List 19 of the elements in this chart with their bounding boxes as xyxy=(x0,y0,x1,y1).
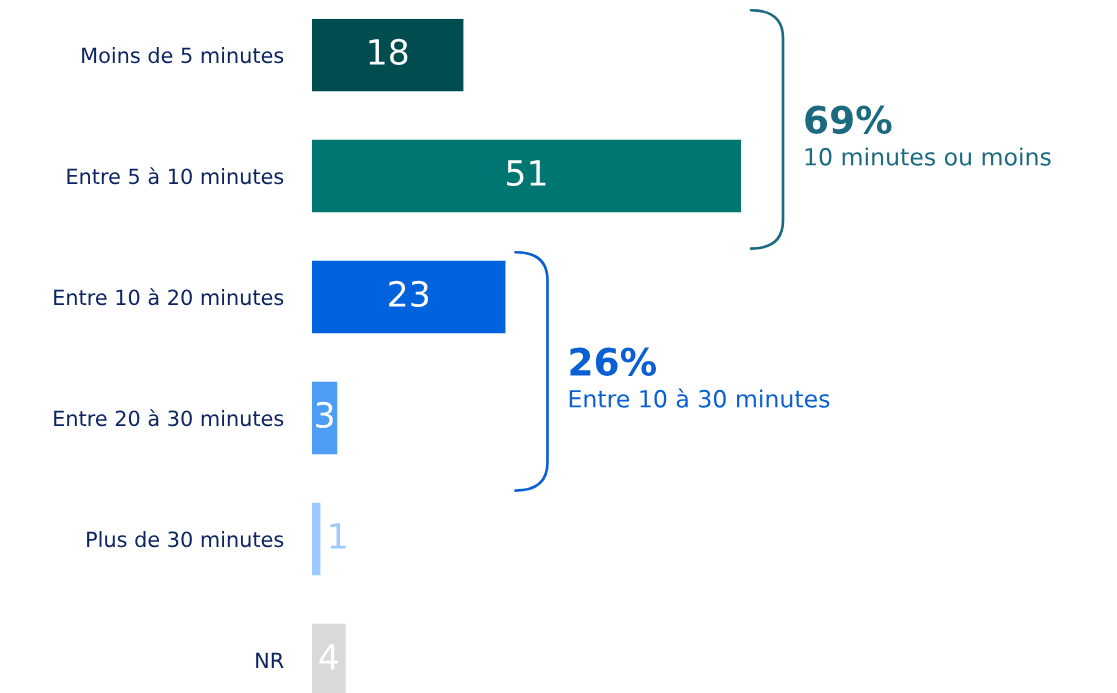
text: 69% xyxy=(805,105,892,134)
y-tick-label: Entre 5 à 10 minutes xyxy=(67,167,284,185)
y-tick-label: Plus de 30 minutes xyxy=(87,531,284,548)
bar xyxy=(312,260,506,334)
data-label: 51 xyxy=(507,160,546,187)
data-label: 1 xyxy=(330,523,346,549)
y-tick-label: Moins de 5 minutes xyxy=(82,47,284,64)
data-label: 18 xyxy=(369,38,408,66)
y-tick-label: Entre 10 à 20 minutes xyxy=(54,288,284,306)
data-label: 23 xyxy=(389,280,429,308)
text: 10 minutes ou moins xyxy=(805,147,1051,166)
bar xyxy=(312,18,464,92)
annotation: 26% xyxy=(570,347,657,376)
annotation: Entre 10 à 30 minutes xyxy=(569,388,830,408)
y-tick-label: NR xyxy=(256,652,284,668)
bar xyxy=(312,139,741,213)
data-label: 3 xyxy=(316,401,333,429)
bar xyxy=(312,502,321,576)
y-tick-label: Entre 20 à 30 minutes xyxy=(54,409,284,427)
